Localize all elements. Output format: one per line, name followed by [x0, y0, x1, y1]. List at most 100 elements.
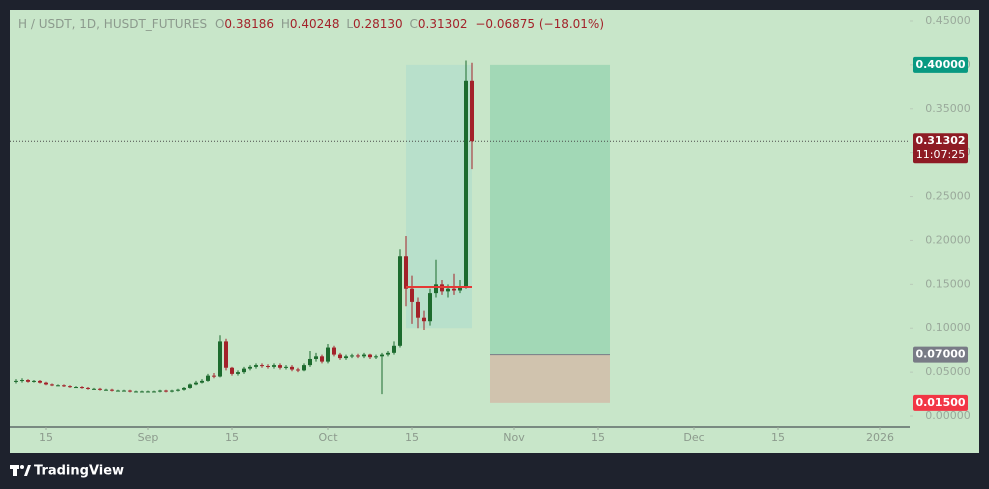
candle-body [134, 391, 138, 393]
candle-body [32, 380, 36, 382]
candle-body [392, 345, 396, 353]
candle-body [308, 358, 312, 366]
y-tick-label: 0.15000 [925, 277, 971, 290]
candle-body [434, 284, 438, 294]
stop-box [490, 354, 610, 403]
candle-body [56, 385, 60, 387]
close-value: 0.31302 [418, 17, 468, 31]
candle-body [104, 389, 108, 391]
high-value: 0.40248 [290, 17, 340, 31]
legend: H / USDT, 1D, HUSDT_FUTURES O0.38186 H0.… [18, 17, 604, 31]
y-tick-label: 0.20000 [925, 233, 971, 246]
change: −0.06875 (−18.01%) [475, 17, 604, 31]
candle-body [194, 382, 198, 385]
x-tick-label: 15 [405, 431, 419, 444]
x-tick-label: Oct [318, 431, 338, 444]
candle-body [140, 391, 144, 393]
candle-body [266, 365, 270, 367]
candle-body [230, 367, 234, 374]
y-tick-label: 0.05000 [925, 365, 971, 378]
candle-body [164, 390, 168, 392]
candle-body [92, 388, 96, 390]
candle-body [86, 387, 90, 389]
candle-body [470, 80, 474, 142]
candle-body [200, 380, 204, 383]
candle-body [344, 356, 348, 359]
candle-body [446, 288, 450, 292]
candle-body [38, 380, 42, 383]
y-tick-label: 0.35000 [925, 102, 971, 115]
x-tick-label: Nov [503, 431, 525, 444]
candle-body [248, 366, 252, 369]
y-tick-label: 0.45000 [925, 14, 971, 27]
current-price-box [913, 133, 968, 164]
price-label: 0.01500 [915, 396, 965, 409]
candle-body [224, 341, 228, 368]
candle-body [20, 380, 24, 382]
low-label: L [346, 17, 353, 31]
candle-body [416, 301, 420, 318]
candle-body [158, 390, 162, 392]
x-tick-label: Sep [138, 431, 159, 444]
y-tick-label: 0.10000 [925, 321, 971, 334]
candle-body [278, 365, 282, 368]
candle-body [176, 389, 180, 391]
candle-body [356, 355, 360, 357]
close-label: C [410, 17, 418, 31]
candle-body [44, 382, 48, 385]
candle-body [74, 387, 78, 389]
brand: TradingView [34, 464, 124, 479]
candle-body [428, 293, 432, 322]
open-value: 0.38186 [224, 17, 274, 31]
candle-body [272, 365, 276, 367]
candle-body [350, 355, 354, 357]
candle-body [254, 365, 258, 367]
candle-body [170, 390, 174, 392]
candle-body [338, 354, 342, 359]
brand-logo [10, 465, 31, 476]
candle-body [362, 354, 366, 357]
plot: 0.00000 0.05000 0.10000 0.15000 0.20000 0.250… [10, 14, 971, 444]
candle-body [128, 390, 132, 392]
candle-body [188, 384, 192, 388]
price-label: 0.40000 [915, 58, 965, 71]
candle-body [302, 365, 306, 371]
candle-body [386, 352, 390, 355]
candle-body [80, 387, 84, 389]
price-label: 0.07000 [915, 348, 965, 361]
candle-body [410, 288, 414, 302]
candle-body [26, 380, 30, 382]
candle-body [146, 391, 150, 393]
target-box [490, 64, 610, 355]
open-label: O [215, 17, 224, 31]
candle-body [110, 389, 114, 391]
candle-body [290, 366, 294, 370]
symbol: H / USDT, 1D, HUSDT_FUTURES [18, 17, 207, 31]
candle-body [368, 354, 372, 358]
candle-body [68, 386, 72, 388]
candle-body [326, 347, 330, 362]
x-tick-label: 15 [39, 431, 53, 444]
candle-body [464, 80, 468, 287]
candle-body [284, 366, 288, 368]
candle-body [182, 387, 186, 390]
candle-body [422, 317, 426, 322]
y-tick-label: 0.00000 [925, 409, 971, 422]
candle-body [206, 375, 210, 381]
candle-body [374, 356, 378, 358]
low-value: 0.28130 [353, 17, 403, 31]
candle-body [332, 347, 336, 355]
candle-body [242, 368, 246, 373]
current-price-label: 0.31302 [915, 134, 965, 147]
candle-body [296, 369, 300, 371]
candle-body [314, 356, 318, 359]
candle-body [62, 385, 66, 387]
x-tick-label: Dec [683, 431, 704, 444]
candle-body [212, 375, 216, 377]
candle-body [320, 356, 324, 362]
candle-body [50, 384, 54, 386]
candle-body [236, 372, 240, 374]
countdown: 11:07:25 [916, 148, 965, 161]
